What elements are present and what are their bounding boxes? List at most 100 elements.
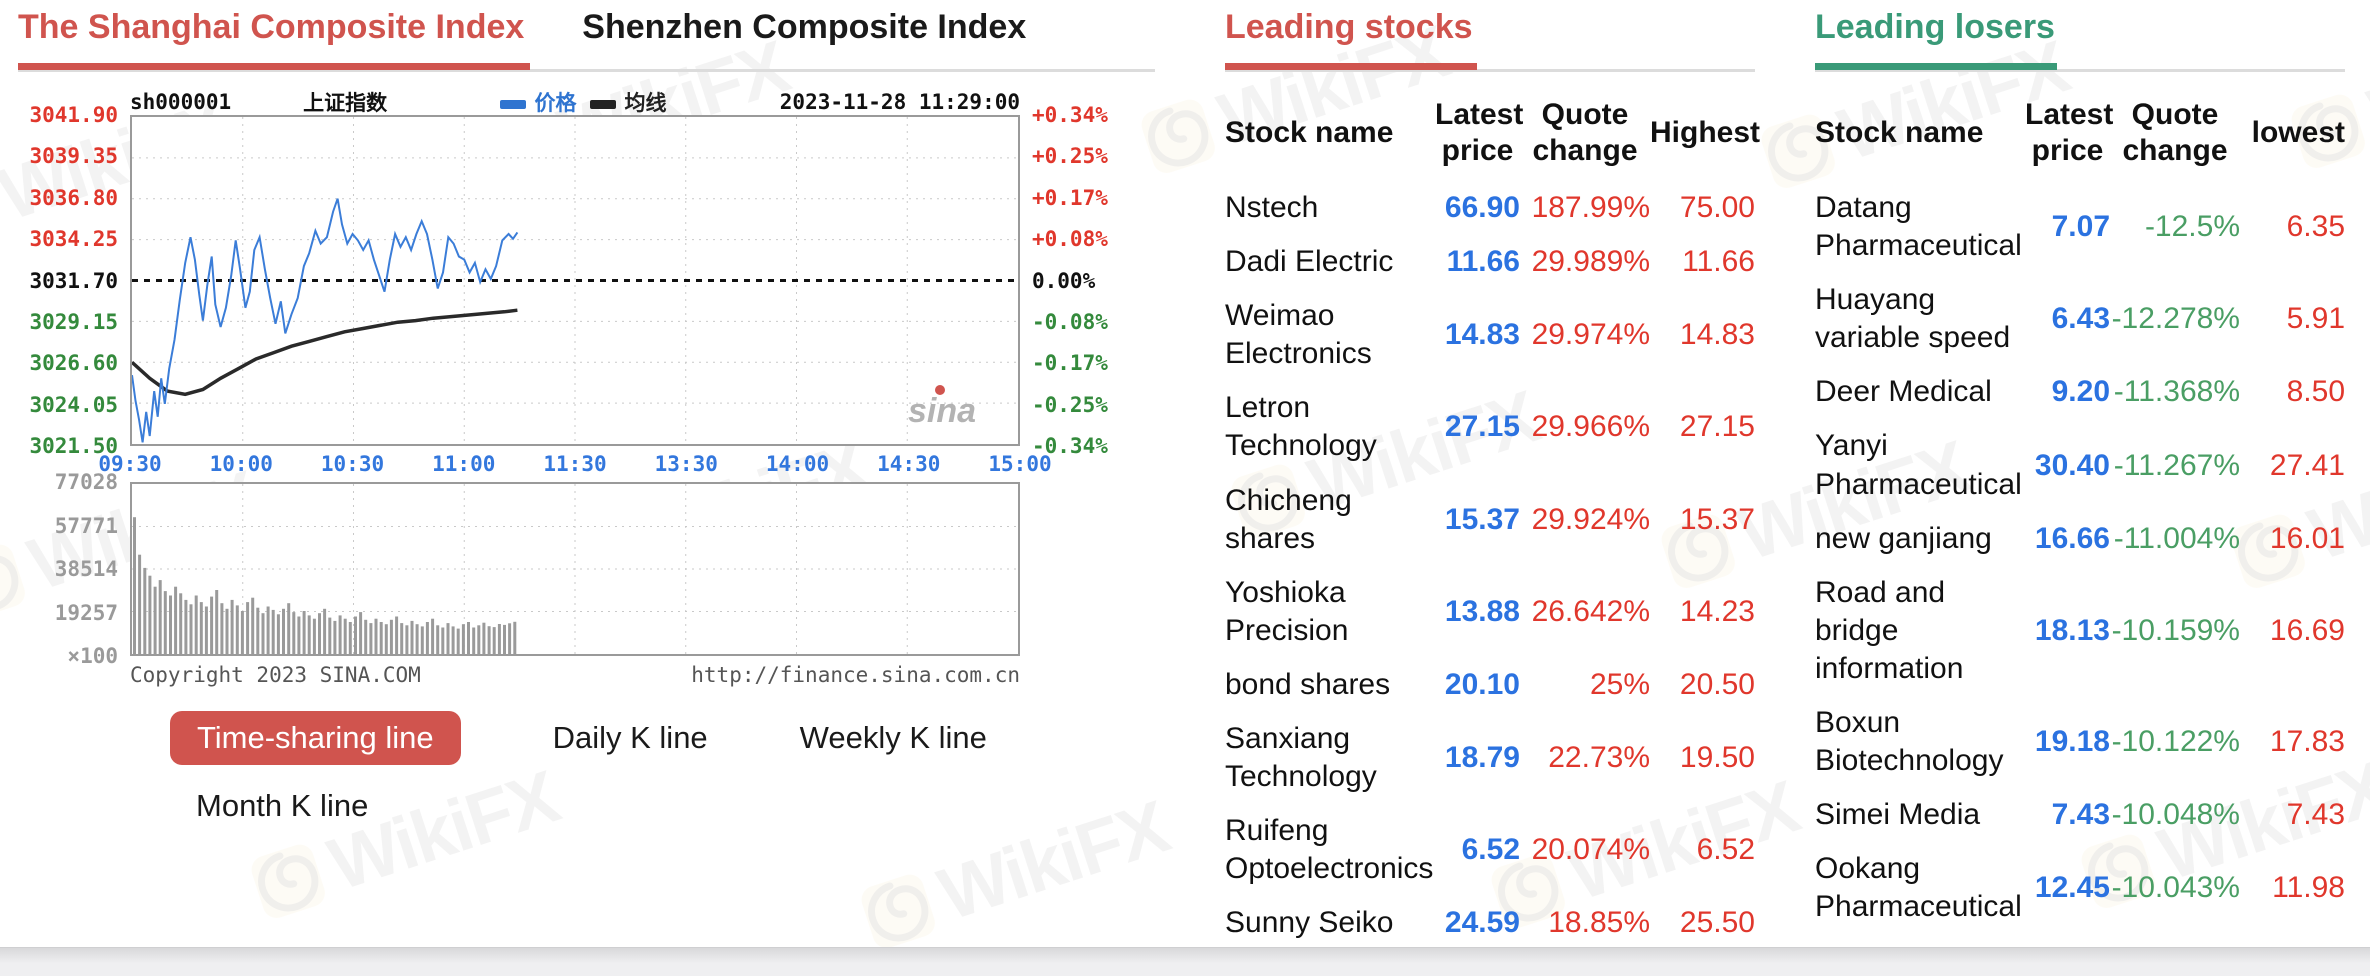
stock-name[interactable]: Simei Media (1815, 798, 1981, 832)
table-row[interactable]: Letron Technology 27.15 29.966% 27.15 (1225, 385, 1755, 469)
col-quote-change: Quote change (2122, 98, 2228, 167)
quote-change: -11.267% (2113, 448, 2240, 482)
table-row[interactable]: Dadi Electric 11.66 29.989% 11.66 (1225, 239, 1755, 285)
table-row[interactable]: Chicheng shares 15.37 29.924% 15.37 (1225, 478, 1755, 562)
table-row[interactable]: Road and bridge information 18.13 -10.15… (1815, 570, 2345, 692)
stock-name[interactable]: Deer Medical (1815, 375, 1992, 409)
quote-change: -10.159% (2111, 613, 2240, 647)
extreme-value: 16.01 (2269, 521, 2345, 555)
stock-name[interactable]: Chicheng shares (1225, 483, 1352, 555)
quote-change: 25% (1589, 667, 1650, 701)
table-row[interactable]: new ganjiang 16.66 -11.004% 16.01 (1815, 516, 2345, 562)
stock-symbol: sh000001 (130, 90, 232, 114)
extreme-value: 17.83 (2269, 725, 2345, 759)
quote-change: 29.989% (1531, 245, 1650, 279)
stock-name[interactable]: Road and bridge information (1815, 575, 1964, 685)
wikifx-logo-icon (857, 870, 939, 952)
table-row[interactable]: Sunny Seiko 24.59 18.85% 25.50 (1225, 900, 1755, 946)
table-header: Stock name Latest price Quote change low… (1815, 97, 2345, 169)
quote-change: 29.966% (1531, 410, 1650, 444)
button-month-k-line[interactable]: Month K line (196, 788, 369, 823)
table-row[interactable]: bond shares 20.10 25% 20.50 (1225, 662, 1755, 708)
stock-name[interactable]: bond shares (1225, 667, 1391, 701)
table-row[interactable]: Yanyi Pharmaceutical 30.40 -11.267% 27.4… (1815, 423, 2345, 507)
quote-change: -10.048% (2111, 798, 2240, 832)
stock-name[interactable]: Weimao Electronics (1225, 299, 1372, 371)
button-weekly-k-line[interactable]: Weekly K line (799, 720, 987, 755)
latest-price: 18.79 (1444, 741, 1520, 775)
bottom-bar (0, 947, 2370, 976)
index-name: 上证指数 (303, 91, 388, 115)
wikifx-logo-icon (247, 840, 329, 922)
col-lowest: lowest (2251, 116, 2345, 149)
stock-name[interactable]: Yanyi Pharmaceutical (1815, 429, 2022, 501)
percent-axis-right: +0.34% +0.25% +0.17% +0.08% 0.00% -0.08% -0.17… (1032, 103, 1108, 458)
stock-name[interactable]: Sunny Seiko (1225, 906, 1394, 940)
table-row[interactable]: Datang Pharmaceutical 7.07 -12.5% 6.35 (1815, 185, 2345, 269)
latest-price: 12.45 (2034, 871, 2110, 905)
leading-stocks-underline (1225, 63, 1755, 75)
table-row[interactable]: Ruifeng Optoelectronics 6.52 20.074% 6.5… (1225, 808, 1755, 892)
stock-name[interactable]: Yoshioka Precision (1225, 575, 1349, 647)
stock-name[interactable]: new ganjiang (1815, 521, 1992, 555)
chart-timestamp: 2023-11-28 11:29:00 (779, 90, 1020, 114)
table-row[interactable]: Simei Media 7.43 -10.048% 7.43 (1815, 792, 2345, 838)
table-row[interactable]: Nstech 66.90 187.99% 75.00 (1225, 185, 1755, 231)
latest-price: 30.40 (2034, 448, 2110, 482)
price-dash-icon (500, 99, 527, 109)
index-chart-section: The Shanghai Composite Index Shenzhen Co… (18, 0, 1155, 833)
legend-ma: 均线 (590, 87, 666, 117)
extreme-value: 6.52 (1696, 833, 1755, 867)
latest-price: 14.83 (1444, 318, 1520, 352)
button-time-sharing-line[interactable]: Time-sharing line (170, 711, 461, 765)
latest-price: 19.18 (2034, 725, 2110, 759)
stock-name[interactable]: Ruifeng Optoelectronics (1225, 814, 1434, 886)
col-quote-change: Quote change (1532, 98, 1638, 167)
stock-name[interactable]: Ookang Pharmaceutical (1815, 852, 2022, 924)
extreme-value: 11.98 (2272, 871, 2345, 905)
svg-text:sina: sina (908, 392, 976, 430)
table-row[interactable]: Ookang Pharmaceutical 12.45 -10.043% 11.… (1815, 846, 2345, 930)
stock-name[interactable]: Huayang variable speed (1815, 283, 2011, 355)
extreme-value: 15.37 (1679, 502, 1755, 536)
quote-change: 26.642% (1531, 594, 1650, 628)
tab-shenzhen-composite-index[interactable]: Shenzhen Composite Index (582, 8, 1027, 46)
quote-change: -10.043% (2111, 871, 2240, 905)
tab-shanghai-composite-index[interactable]: The Shanghai Composite Index (18, 8, 525, 46)
latest-price: 24.59 (1444, 906, 1520, 940)
stock-name[interactable]: Dadi Electric (1225, 245, 1394, 279)
ma-dash-icon (590, 99, 617, 109)
time-sharing-chart: sh000001 上证指数 价格 均线 2023-11-28 11:29:00 … (18, 89, 1130, 689)
extreme-value: 19.50 (1679, 741, 1755, 775)
volume-axis-left: 77028 57771 38514 19257 ×100 (54, 470, 118, 668)
latest-price: 16.66 (2034, 521, 2110, 555)
extreme-value: 11.66 (1682, 245, 1755, 279)
table-row[interactable]: Sanxiang Technology 18.79 22.73% 19.50 (1225, 716, 1755, 800)
extreme-value: 27.15 (1679, 410, 1755, 444)
table-row[interactable]: Yoshioka Precision 13.88 26.642% 14.23 (1225, 570, 1755, 654)
kline-controls: Time-sharing line Daily K line Weekly K … (170, 711, 1155, 833)
col-stock-name: Stock name (1815, 116, 1984, 149)
table-row[interactable]: Weimao Electronics 14.83 29.974% 14.83 (1225, 293, 1755, 377)
table-row[interactable]: Huayang variable speed 6.43 -12.278% 5.9… (1815, 277, 2345, 361)
chart-header: sh000001 上证指数 价格 均线 2023-11-28 11:29:00 (130, 89, 1020, 115)
tab-underline (18, 63, 1155, 75)
extreme-value: 75.00 (1679, 191, 1755, 224)
button-daily-k-line[interactable]: Daily K line (552, 720, 708, 755)
leading-losers-title: Leading losers (1815, 8, 2055, 46)
stock-name[interactable]: Boxun Biotechnology (1815, 706, 2004, 778)
leading-stocks-section: Leading stocks Stock name Latest price Q… (1225, 0, 1760, 955)
leading-stocks-rows: Nstech 66.90 187.99% 75.00 Dadi Electric… (1225, 185, 1755, 947)
table-row[interactable]: Boxun Biotechnology 19.18 -10.122% 17.83 (1815, 700, 2345, 784)
stock-name[interactable]: Sanxiang Technology (1225, 722, 1377, 794)
index-tabs: The Shanghai Composite Index Shenzhen Co… (18, 0, 1155, 47)
stock-name[interactable]: Letron Technology (1225, 391, 1377, 463)
leading-stocks-title: Leading stocks (1225, 8, 1473, 46)
stock-name[interactable]: Nstech (1225, 191, 1319, 224)
extreme-value: 27.41 (2269, 448, 2345, 482)
stock-name[interactable]: Datang Pharmaceutical (1815, 191, 2022, 263)
table-row[interactable]: Deer Medical 9.20 -11.368% 8.50 (1815, 369, 2345, 415)
extreme-value: 5.91 (2286, 302, 2345, 336)
legend-price: 价格 (500, 87, 576, 117)
